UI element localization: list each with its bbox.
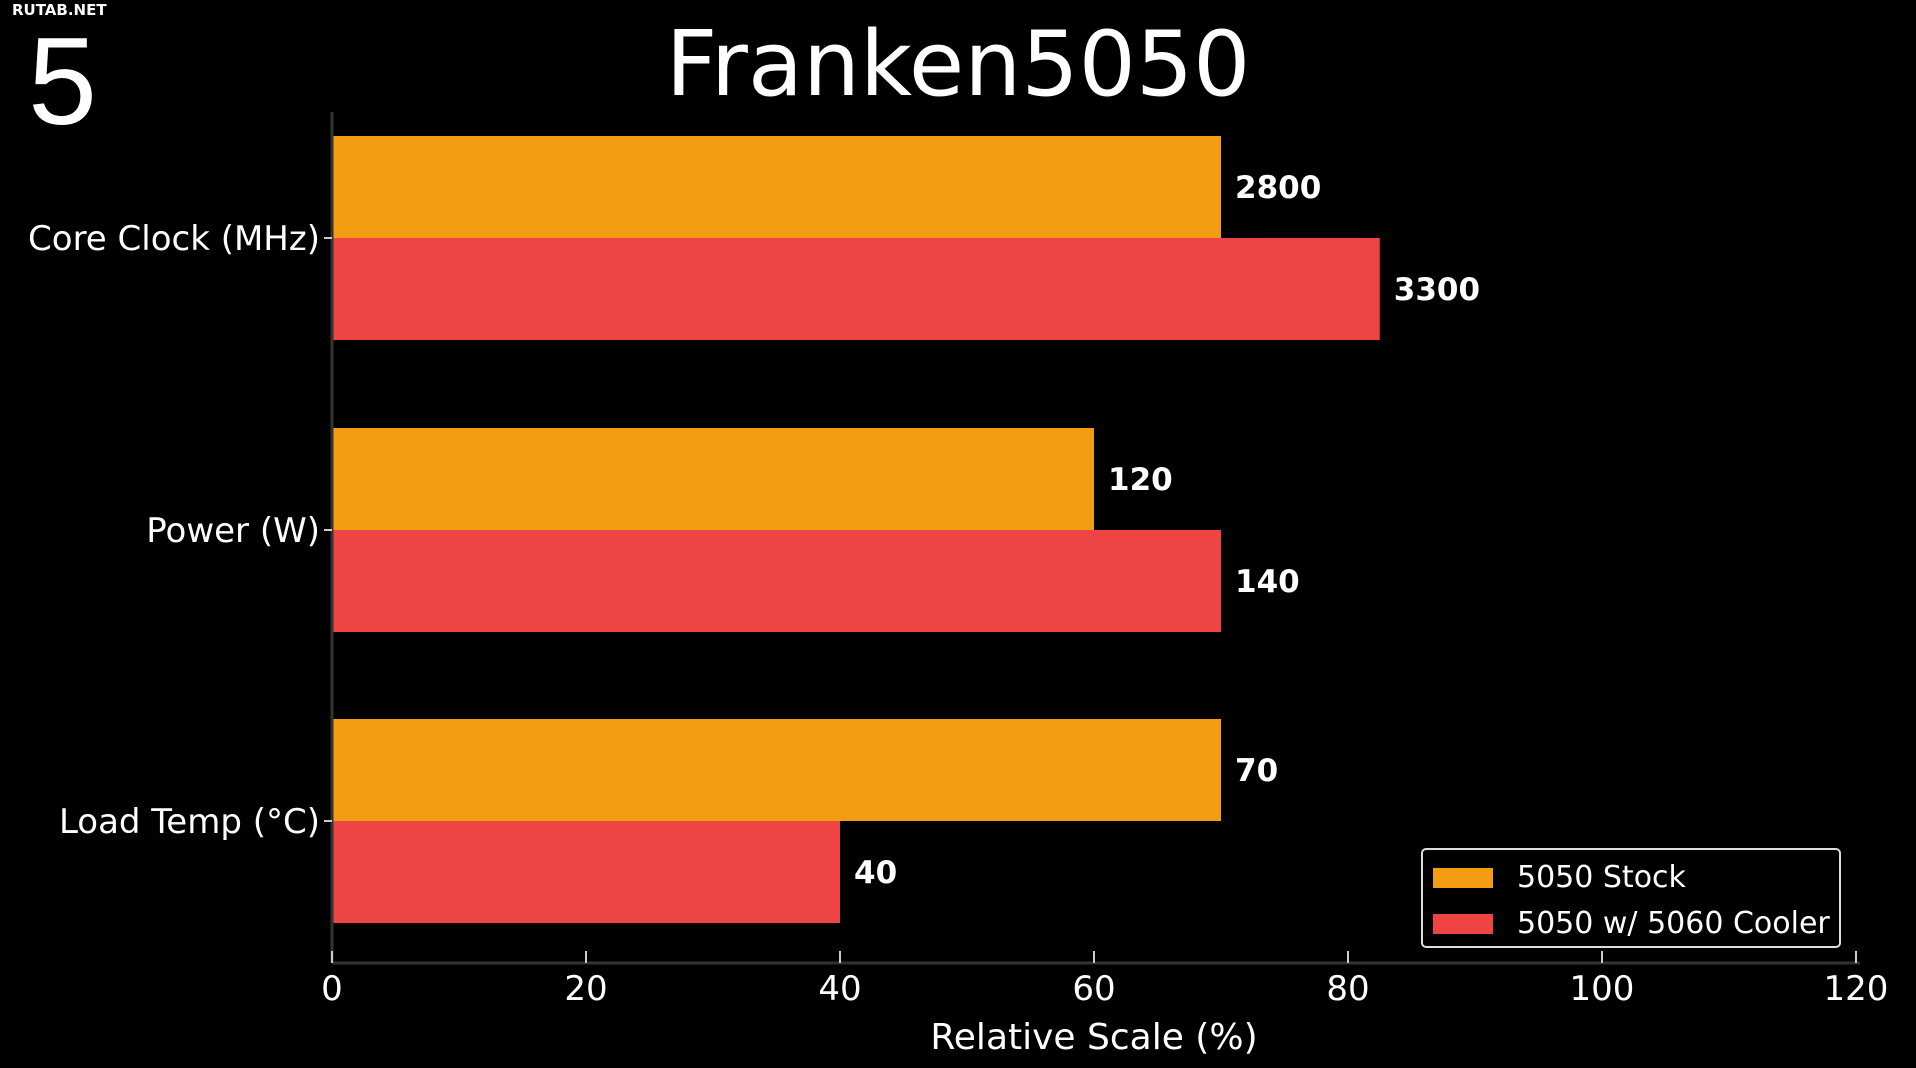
data-label: 3300 xyxy=(1394,272,1480,308)
data-label: 40 xyxy=(854,855,897,891)
x-tick-label: 20 xyxy=(564,969,607,1009)
bar xyxy=(332,428,1094,530)
data-label: 120 xyxy=(1108,462,1173,498)
legend-swatch xyxy=(1433,913,1493,934)
legend: 5050 Stock 5050 w/ 5060 Cooler xyxy=(1421,848,1841,948)
category-label: Core Clock (MHz) xyxy=(28,219,320,259)
legend-item-stock: 5050 Stock xyxy=(1433,860,1686,895)
bar xyxy=(332,136,1221,238)
legend-swatch xyxy=(1433,867,1493,888)
chart-title: Franken5050 xyxy=(665,12,1251,117)
x-tick-label: 100 xyxy=(1570,969,1635,1009)
legend-item-cooler: 5050 w/ 5060 Cooler xyxy=(1433,906,1830,941)
legend-label: 5050 Stock xyxy=(1517,860,1686,895)
watermark: RUTAB.NET xyxy=(12,1,107,19)
x-tick-label: 0 xyxy=(321,969,343,1009)
x-tick-label: 80 xyxy=(1326,969,1369,1009)
x-tick-label: 40 xyxy=(818,969,861,1009)
category-label: Load Temp (°C) xyxy=(59,802,320,842)
bar xyxy=(332,821,840,923)
data-label: 70 xyxy=(1235,753,1278,789)
x-tick-label: 120 xyxy=(1824,969,1889,1009)
data-label: 2800 xyxy=(1235,170,1321,206)
category-label: Power (W) xyxy=(146,511,320,551)
bar xyxy=(332,238,1380,340)
data-label: 140 xyxy=(1235,564,1300,600)
bar xyxy=(332,530,1221,632)
x-tick-label: 60 xyxy=(1072,969,1115,1009)
slide-number: 5 xyxy=(28,13,97,151)
legend-label: 5050 w/ 5060 Cooler xyxy=(1517,906,1830,941)
x-axis-label: Relative Scale (%) xyxy=(930,1017,1257,1058)
bar xyxy=(332,719,1221,821)
